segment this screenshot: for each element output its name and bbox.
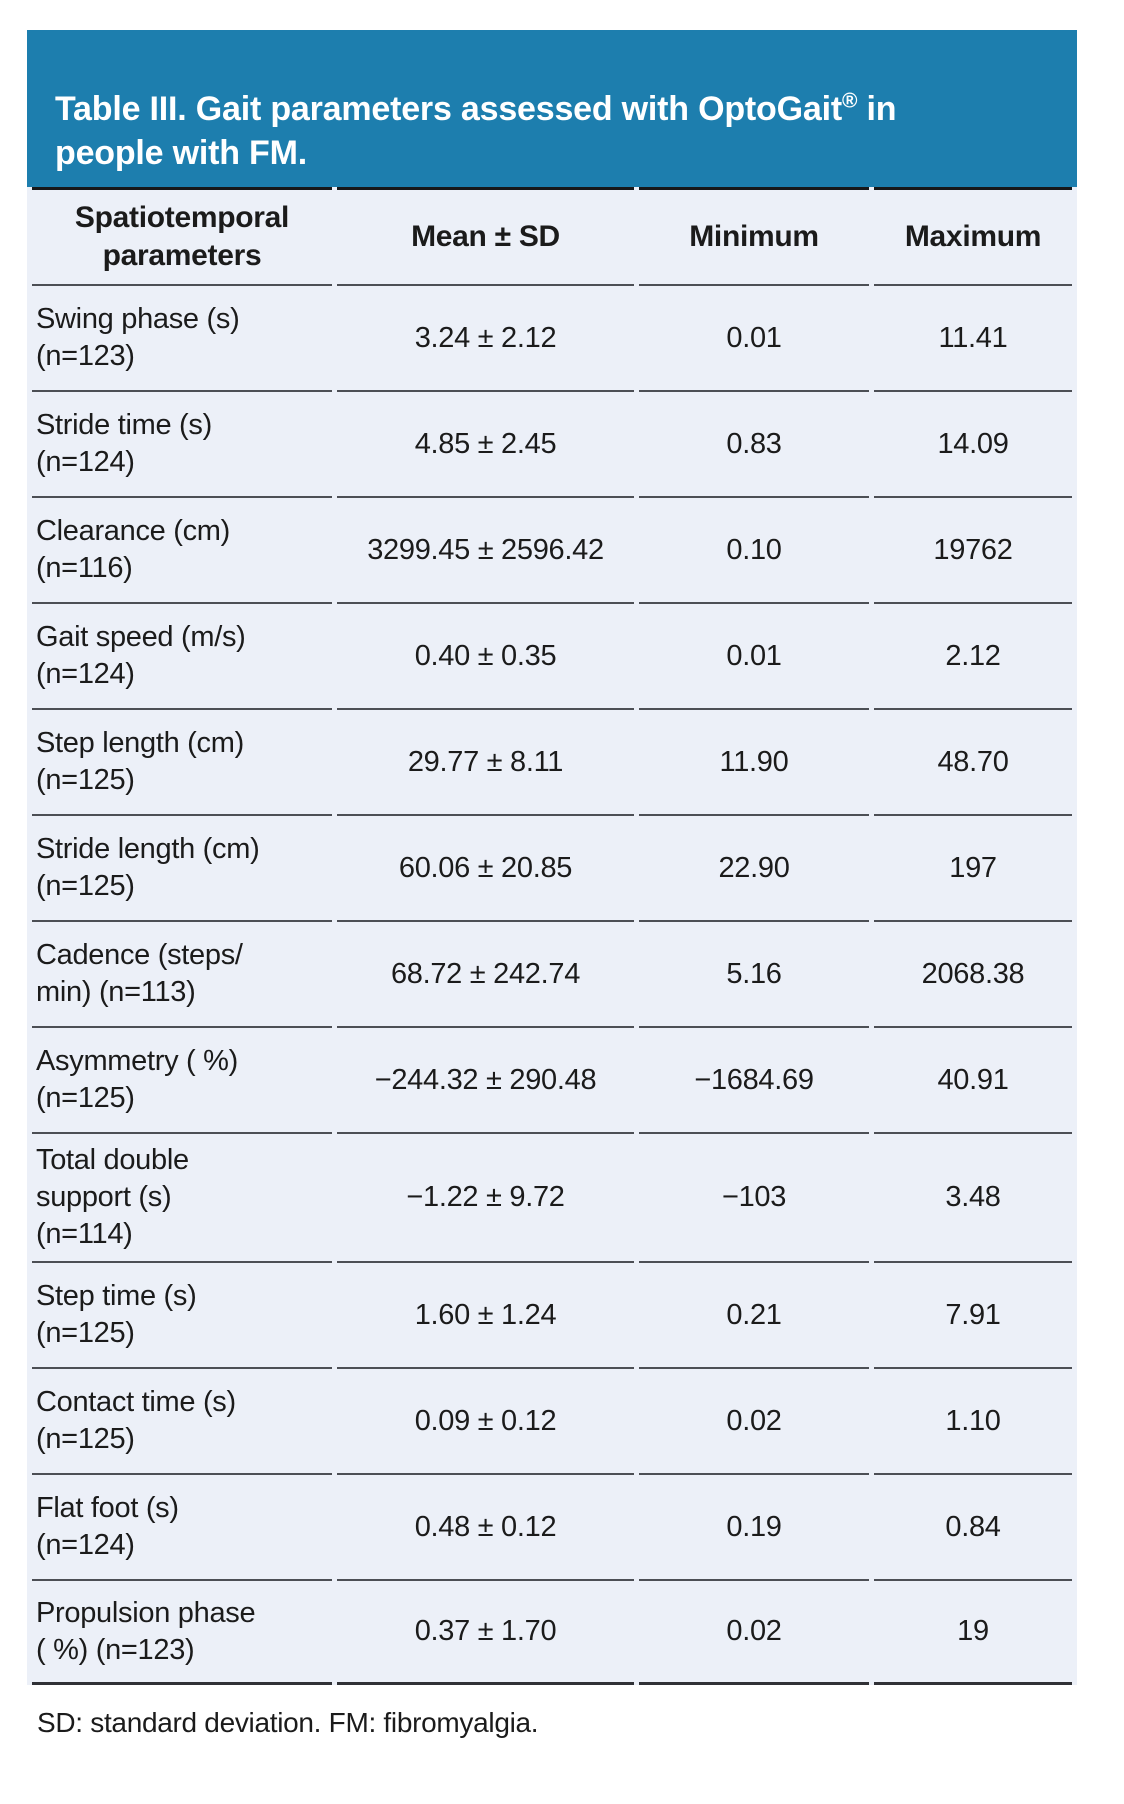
table-row: Swing phase (s) (n=123) 3.24 ± 2.12 0.01… [32,284,1072,390]
mean-sd-cell: 29.77 ± 8.11 [337,708,634,814]
maximum-cell: 19 [874,1579,1072,1685]
parameter-cell: Gait speed (m/s) (n=124) [32,602,332,708]
maximum-cell: 2068.38 [874,920,1072,1026]
maximum-cell: 40.91 [874,1026,1072,1132]
mean-sd-cell: −244.32 ± 290.48 [337,1026,634,1132]
maximum-cell: 1.10 [874,1367,1072,1473]
table-body: Swing phase (s) (n=123) 3.24 ± 2.12 0.01… [32,284,1072,1685]
mean-sd-cell: 0.37 ± 1.70 [337,1579,634,1685]
parameter-cell: Total double support (s) (n=114) [32,1132,332,1261]
parameter-cell: Propulsion phase ( %) (n=123) [32,1579,332,1685]
minimum-cell: 0.21 [639,1261,869,1367]
mean-sd-cell: 68.72 ± 242.74 [337,920,634,1026]
maximum-cell: 0.84 [874,1473,1072,1579]
maximum-cell: 11.41 [874,284,1072,390]
table-row: Contact time (s) (n=125) 0.09 ± 0.12 0.0… [32,1367,1072,1473]
table-row: Flat foot (s) (n=124) 0.48 ± 0.12 0.19 0… [32,1473,1072,1579]
header-row: Spatiotemporal parameters Mean ± SD Mini… [32,187,1072,284]
parameter-cell: Flat foot (s) (n=124) [32,1473,332,1579]
parameter-cell: Cadence (steps/ min) (n=113) [32,920,332,1026]
table-row: Propulsion phase ( %) (n=123) 0.37 ± 1.7… [32,1579,1072,1685]
minimum-cell: 0.10 [639,496,869,602]
gait-parameters-table: Spatiotemporal parameters Mean ± SD Mini… [27,187,1077,1685]
maximum-cell: 7.91 [874,1261,1072,1367]
mean-sd-cell: 0.40 ± 0.35 [337,602,634,708]
mean-sd-cell: 0.48 ± 0.12 [337,1473,634,1579]
parameter-cell: Asymmetry ( %) (n=125) [32,1026,332,1132]
column-header-spatiotemporal-parameters: Spatiotemporal parameters [32,187,332,284]
parameter-cell: Stride time (s) (n=124) [32,390,332,496]
registered-trademark-symbol: ® [841,89,858,113]
mean-sd-cell: 3299.45 ± 2596.42 [337,496,634,602]
column-header-minimum: Minimum [639,187,869,284]
minimum-cell: 0.83 [639,390,869,496]
footnote: SD: standard deviation. FM: fibromyalgia… [37,1707,539,1738]
minimum-cell: −1684.69 [639,1026,869,1132]
gait-table-figure: Table III. Gait parameters assessed with… [27,30,1077,1739]
minimum-cell: 0.01 [639,602,869,708]
minimum-cell: 0.02 [639,1579,869,1685]
minimum-cell: 5.16 [639,920,869,1026]
table-title: Table III. Gait parameters assessed with… [27,30,1077,187]
maximum-cell: 3.48 [874,1132,1072,1261]
table-row: Cadence (steps/ min) (n=113) 68.72 ± 242… [32,920,1072,1026]
maximum-cell: 2.12 [874,602,1072,708]
parameter-cell: Step length (cm) (n=125) [32,708,332,814]
minimum-cell: 0.01 [639,284,869,390]
maximum-cell: 14.09 [874,390,1072,496]
table-header: Spatiotemporal parameters Mean ± SD Mini… [32,187,1072,284]
minimum-cell: 0.19 [639,1473,869,1579]
mean-sd-cell: 0.09 ± 0.12 [337,1367,634,1473]
table-row: Step length (cm) (n=125) 29.77 ± 8.11 11… [32,708,1072,814]
table-row: Total double support (s) (n=114) −1.22 ±… [32,1132,1072,1261]
parameter-cell: Step time (s) (n=125) [32,1261,332,1367]
minimum-cell: 22.90 [639,814,869,920]
table-row: Step time (s) (n=125) 1.60 ± 1.24 0.21 7… [32,1261,1072,1367]
table-title-text-continued: in people with FM. [55,90,897,172]
mean-sd-cell: 4.85 ± 2.45 [337,390,634,496]
column-header-mean-sd: Mean ± SD [337,187,634,284]
table-row: Stride time (s) (n=124) 4.85 ± 2.45 0.83… [32,390,1072,496]
parameter-cell: Swing phase (s) (n=123) [32,284,332,390]
maximum-cell: 48.70 [874,708,1072,814]
table-row: Clearance (cm) (n=116) 3299.45 ± 2596.42… [32,496,1072,602]
minimum-cell: 11.90 [639,708,869,814]
table-row: Gait speed (m/s) (n=124) 0.40 ± 0.35 0.0… [32,602,1072,708]
column-header-maximum: Maximum [874,187,1072,284]
mean-sd-cell: 1.60 ± 1.24 [337,1261,634,1367]
mean-sd-cell: −1.22 ± 9.72 [337,1132,634,1261]
table-row: Stride length (cm) (n=125) 60.06 ± 20.85… [32,814,1072,920]
parameter-cell: Stride length (cm) (n=125) [32,814,332,920]
table-title-text: Table III. Gait parameters assessed with… [55,90,842,128]
table-row: Asymmetry ( %) (n=125) −244.32 ± 290.48 … [32,1026,1072,1132]
parameter-cell: Contact time (s) (n=125) [32,1367,332,1473]
parameter-cell: Clearance (cm) (n=116) [32,496,332,602]
maximum-cell: 19762 [874,496,1072,602]
mean-sd-cell: 3.24 ± 2.12 [337,284,634,390]
minimum-cell: 0.02 [639,1367,869,1473]
minimum-cell: −103 [639,1132,869,1261]
maximum-cell: 197 [874,814,1072,920]
mean-sd-cell: 60.06 ± 20.85 [337,814,634,920]
